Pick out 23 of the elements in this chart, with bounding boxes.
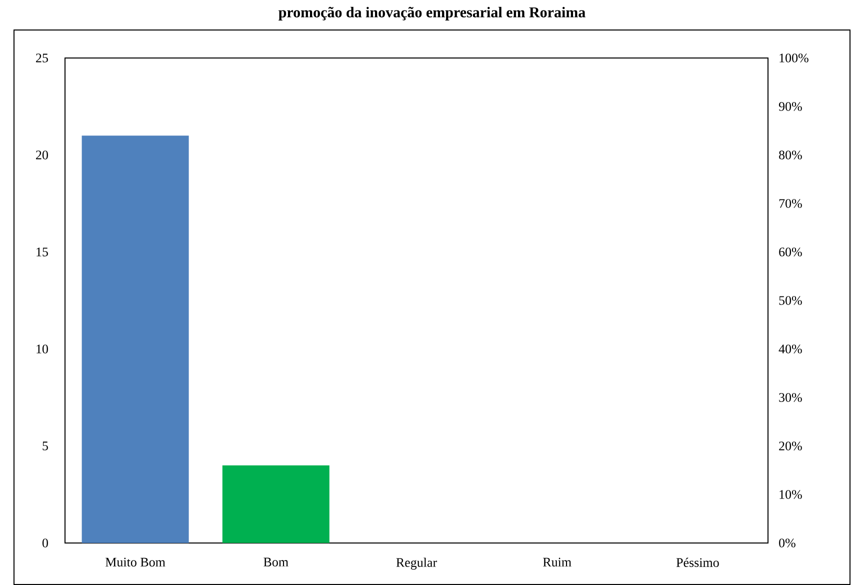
y-tick-label: 15	[36, 248, 48, 256]
y-tick-label: 10	[36, 344, 48, 354]
y2-tick-label: 80%	[779, 150, 802, 160]
y2-tick-label: 10%	[780, 490, 802, 499]
y2-tick-label: 100%	[780, 54, 808, 62]
y2-tick-label: 90%	[778, 102, 802, 111]
x-tick-label: Péssimo	[676, 558, 719, 567]
y2-tick-label: 0%	[779, 538, 796, 548]
chart-title: promoção da inovação empresarial em Roraima	[278, 6, 586, 20]
x-tick-label: Muito Bom	[106, 558, 166, 567]
x-tick-label: Ruim	[543, 558, 572, 567]
y-tick-label: 20	[36, 150, 48, 160]
y2-tick-label: 60%	[779, 248, 802, 256]
y2-tick-label: 70%	[779, 199, 802, 208]
y2-tick-label: 50%	[779, 296, 802, 305]
y-tick-label: 25	[36, 54, 48, 62]
y-tick-label: 5	[42, 442, 48, 450]
y-tick-label: 0	[42, 538, 48, 548]
y2-tick-label: 40%	[778, 344, 802, 354]
x-tick-label: Regular	[396, 558, 437, 570]
y2-tick-label: 30%	[779, 393, 802, 402]
y2-tick-label: 20%	[779, 442, 802, 450]
x-tick-label: Bom	[264, 558, 288, 566]
